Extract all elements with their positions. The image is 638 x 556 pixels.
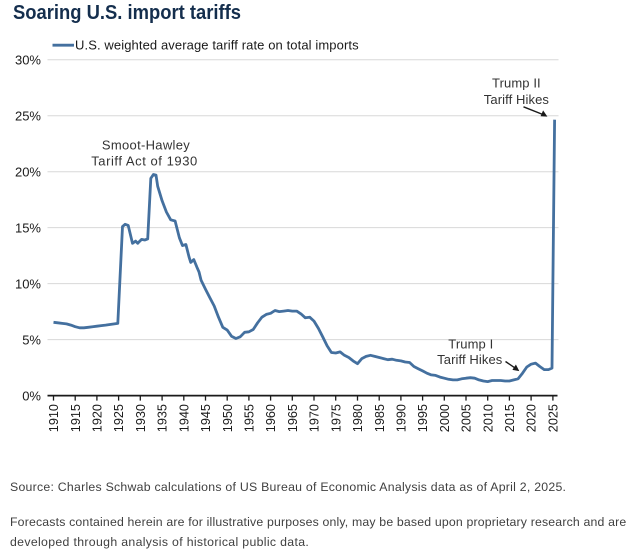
svg-text:1925: 1925: [112, 404, 126, 432]
svg-text:1935: 1935: [156, 404, 170, 432]
svg-text:Smoot-Hawley: Smoot-Hawley: [102, 138, 190, 153]
svg-text:Trump II: Trump II: [492, 76, 541, 91]
svg-text:2000: 2000: [438, 404, 452, 432]
svg-text:1910: 1910: [47, 404, 61, 432]
svg-text:30%: 30%: [15, 53, 41, 68]
svg-text:1955: 1955: [243, 404, 257, 432]
svg-text:Tariff Hikes: Tariff Hikes: [437, 352, 503, 367]
svg-text:2025: 2025: [547, 404, 561, 432]
svg-text:1930: 1930: [134, 404, 148, 432]
svg-text:15%: 15%: [15, 220, 41, 235]
svg-text:2005: 2005: [460, 404, 474, 432]
svg-text:1920: 1920: [91, 404, 105, 432]
svg-text:25%: 25%: [15, 109, 41, 124]
svg-text:1945: 1945: [199, 404, 213, 432]
svg-text:Tariff Hikes: Tariff Hikes: [484, 92, 550, 107]
svg-text:2010: 2010: [481, 404, 495, 432]
svg-text:1990: 1990: [395, 404, 409, 432]
svg-text:1915: 1915: [69, 404, 83, 432]
svg-text:1985: 1985: [373, 404, 387, 432]
svg-text:Trump I: Trump I: [448, 336, 493, 351]
svg-text:1950: 1950: [221, 404, 235, 432]
svg-text:2020: 2020: [525, 404, 539, 432]
svg-text:1965: 1965: [286, 404, 300, 432]
svg-text:2015: 2015: [503, 404, 517, 432]
svg-text:1995: 1995: [416, 404, 430, 432]
svg-text:1975: 1975: [329, 404, 343, 432]
svg-text:Tariff Act of 1930: Tariff Act of 1930: [91, 153, 198, 168]
svg-text:10%: 10%: [15, 276, 41, 291]
svg-text:1970: 1970: [308, 404, 322, 432]
svg-text:1980: 1980: [351, 404, 365, 432]
svg-text:1940: 1940: [177, 404, 191, 432]
svg-text:5%: 5%: [22, 332, 41, 347]
svg-text:U.S. weighted average tariff r: U.S. weighted average tariff rate on tot…: [75, 38, 359, 53]
svg-text:20%: 20%: [15, 164, 41, 179]
svg-text:0%: 0%: [22, 388, 41, 403]
svg-text:1960: 1960: [264, 404, 278, 432]
